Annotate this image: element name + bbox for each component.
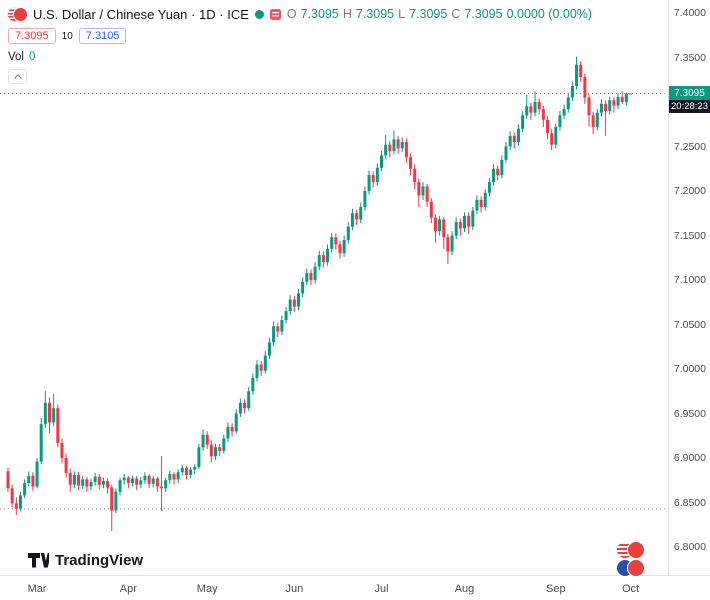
low-label: L — [398, 7, 406, 21]
time-axis-label: Jun — [285, 583, 304, 595]
chevron-up-icon — [13, 74, 22, 79]
time-axis-label: May — [196, 583, 218, 595]
market-status-icon[interactable] — [254, 9, 264, 19]
time-axis-label: Oct — [621, 583, 640, 595]
usdcny-pair-flags-icon — [617, 560, 647, 577]
exchange-label: ICE — [227, 6, 249, 22]
tradingview-wordmark: TradingView — [55, 552, 144, 569]
buy-button[interactable]: 7.3105 — [78, 28, 127, 44]
time-axis-label: Aug — [454, 583, 475, 595]
candlestick-chart[interactable] — [0, 0, 668, 575]
price-axis-label: 6.9000 — [673, 452, 706, 464]
tradingview-logo[interactable]: TradingView — [28, 552, 143, 569]
cn-flag-icon — [628, 542, 644, 558]
price-axis-label: 7.0000 — [673, 363, 706, 375]
change-value: 0.0000 (0.00%) — [506, 7, 593, 21]
open-label: O — [286, 7, 297, 21]
trade-panel: 7.3095 10 7.3105 — [8, 28, 592, 44]
low-value: 7.3095 — [409, 7, 448, 21]
price-axis-label: 7.2500 — [673, 140, 706, 153]
interval-label: 1D — [199, 6, 216, 22]
flag-list-icon[interactable] — [269, 8, 281, 20]
cn-flag-icon — [14, 7, 27, 21]
tradingview-mark-icon — [28, 553, 49, 568]
sell-button[interactable]: 7.3095 — [8, 28, 56, 44]
price-axis-label: 6.8000 — [673, 541, 706, 553]
volume-label: Vol — [8, 51, 24, 63]
collapse-indicator-button[interactable] — [8, 69, 27, 84]
close-label: C — [451, 7, 461, 21]
volume-value: 0 — [29, 51, 36, 63]
time-axis-label: Apr — [119, 583, 137, 595]
separator-dot: · — [219, 6, 224, 22]
time-axis[interactable]: Mar Apr May Jun Jul Aug Sep Oct — [0, 575, 710, 600]
spread-value: 10 — [61, 30, 73, 42]
bar-countdown: 20:28:23 — [669, 99, 710, 113]
symbol-info-row: U.S. Dollar / Chinese Yuan · 1D · ICE O … — [8, 6, 592, 22]
price-axis-label: 7.3500 — [673, 51, 706, 64]
price-axis-label: 7.4000 — [673, 7, 706, 19]
price-axis-label: 7.1500 — [673, 229, 706, 242]
price-axis-label: 7.1000 — [673, 274, 706, 286]
volume-indicator-row[interactable]: Vol 0 — [8, 51, 592, 63]
time-axis-label: Mar — [27, 583, 47, 595]
price-axis-label: 6.9500 — [673, 407, 706, 420]
symbol-name: U.S. Dollar / Chinese Yuan — [33, 6, 188, 22]
last-price-value: 7.3095 — [669, 85, 710, 100]
watermark-flag-pairs — [617, 542, 647, 578]
cn-flag-icon — [628, 560, 644, 576]
close-value: 7.3095 — [464, 7, 503, 21]
last-price-badge[interactable]: 7.3095 20:28:23 — [669, 85, 710, 113]
price-axis-label: 7.0500 — [673, 318, 706, 331]
chart-legend: U.S. Dollar / Chinese Yuan · 1D · ICE O … — [8, 6, 592, 84]
high-label: H — [342, 7, 352, 21]
price-axis-label: 6.8500 — [673, 496, 706, 509]
open-value: 7.3095 — [300, 7, 339, 21]
usdcny-pair-flags-icon — [617, 542, 647, 559]
price-axis-label: 7.2000 — [673, 185, 706, 197]
ohlc-readout: O 7.3095 H 7.3095 L 7.3095 C 7.3095 0.00… — [287, 7, 592, 21]
symbol-pair-flags-icon — [8, 7, 27, 21]
separator-dot: · — [191, 6, 196, 22]
time-axis-label: Sep — [546, 583, 566, 595]
high-value: 7.3095 — [355, 7, 395, 21]
time-axis-label: Jul — [374, 583, 389, 595]
symbol-title[interactable]: U.S. Dollar / Chinese Yuan · 1D · ICE — [33, 7, 249, 22]
